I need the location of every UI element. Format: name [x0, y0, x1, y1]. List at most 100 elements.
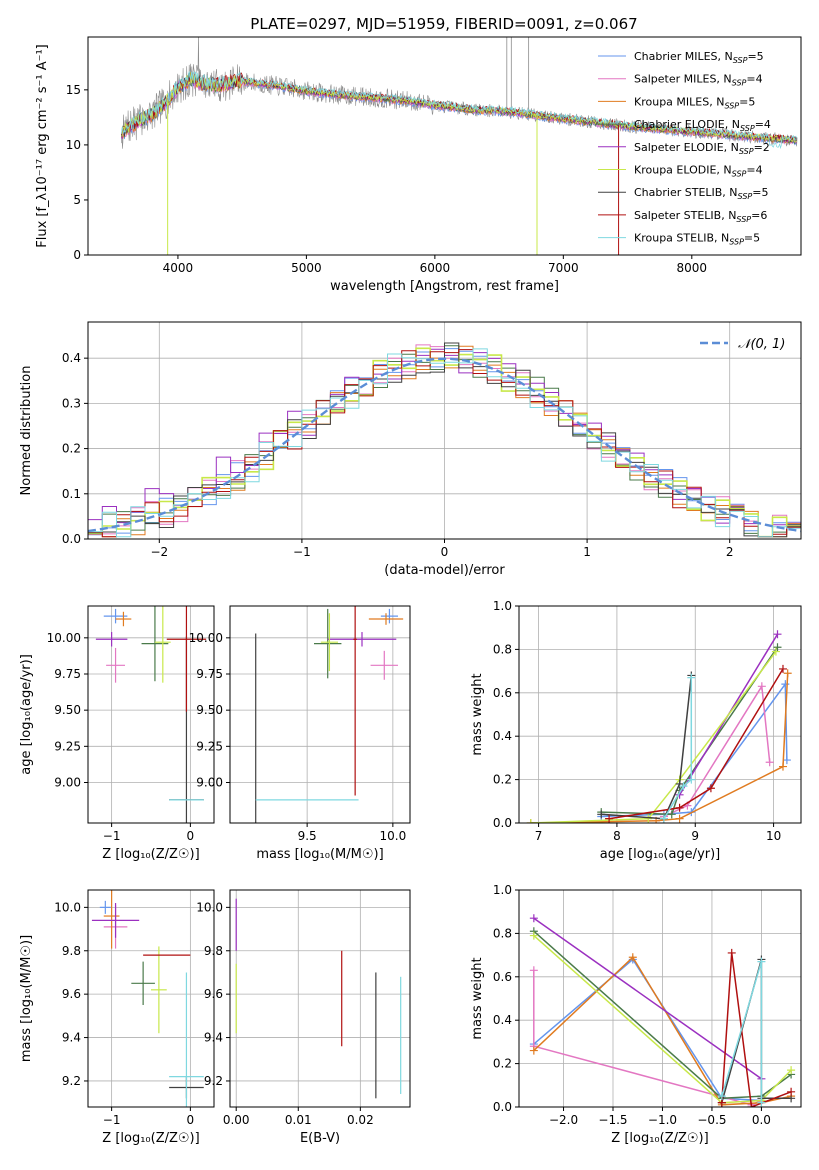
y-tick-label: 10.0: [196, 900, 223, 914]
mass-weight-marker: [679, 782, 688, 791]
legend-entry-label: Kroupa MILES, N: [634, 95, 724, 108]
y-tick-label: 9.6: [62, 987, 81, 1001]
legend-entry: Salpeter ELODIE, NSSP=2: [634, 141, 770, 156]
legend-entry-sub: SSP: [738, 192, 753, 201]
y-tick-label: 9.4: [62, 1031, 81, 1045]
mass-weight-marker: [773, 630, 782, 639]
legend-entry-label: Kroupa STELIB, N: [634, 232, 729, 245]
y-tick-label: 9.25: [196, 739, 223, 753]
mass-weight-line-0: [601, 681, 788, 818]
errorbar-point: [327, 632, 397, 647]
axes-frame: [87, 889, 215, 1108]
y-tick-label: 9.4: [204, 1031, 223, 1045]
mass-weight-marker: [778, 762, 787, 771]
y-tick-label: 9.6: [204, 987, 223, 1001]
x-tick-label: −2.0: [549, 1113, 578, 1127]
errorbar-point: [166, 606, 207, 712]
y-tick-label: 9.2: [62, 1074, 81, 1088]
mass-weight-marker: [778, 664, 787, 673]
mass-weight-marker: [644, 814, 653, 823]
y-tick-label: 0.0: [493, 1100, 512, 1114]
errorbar-point: [320, 613, 338, 672]
x-tick-label: −1: [103, 1113, 121, 1127]
plot-area: [95, 606, 207, 823]
y-tick-label: 9.2: [204, 1074, 223, 1088]
y-tick-label: 0.8: [493, 642, 512, 656]
mass-weight-marker: [675, 814, 684, 823]
y-tick-label: 0.0: [62, 532, 81, 546]
legend-entry-nssp: =5: [744, 232, 760, 245]
legend-entry-sub: SSP: [724, 101, 739, 110]
mass-weight-marker: [667, 810, 676, 819]
x-tick-label: 2: [726, 545, 734, 559]
legend-entry-label: Salpeter ELODIE, N: [634, 141, 739, 154]
x-tick-label: −1: [103, 829, 121, 843]
mass-weight-marker: [781, 680, 790, 689]
panel-massweight-vs-Z: −2.0 −1.5 −1.0 −0.5 0.0 0.0 0.2 0.4 0.6 0.8 1.0 Z […: [470, 883, 802, 1146]
legend-entry-nssp: =5: [739, 95, 755, 108]
y-axis-label: Normed distribution: [19, 366, 34, 496]
mass-weight-marker: [529, 914, 538, 923]
x-axis-label: mass [log₁₀(M/M☉)]: [256, 847, 383, 862]
legend-entry: Chabrier ELODIE, NSSP=4: [634, 118, 771, 133]
legend-entry-nssp: =5: [747, 50, 763, 63]
y-tick-label: 0.0: [493, 816, 512, 830]
legend-entry-sub: SSP: [733, 56, 748, 65]
errorbar-point: [131, 961, 155, 1006]
axes-frame: [518, 889, 802, 1108]
y-tick-label: 10.00: [189, 631, 223, 645]
errorbar-point: [95, 632, 128, 647]
legend-entry: Chabrier MILES, NSSP=5: [634, 50, 764, 65]
residual-histogram-7: [88, 349, 801, 538]
y-tick-label: 0.4: [493, 1013, 512, 1027]
plot-area: [88, 342, 801, 538]
y-tick-label: 9.50: [54, 703, 81, 717]
plot-area: [526, 630, 792, 823]
mass-weight-marker: [773, 643, 782, 652]
x-tick-label: −1.0: [648, 1113, 677, 1127]
x-tick-label: 10: [766, 829, 781, 843]
model-spectrum-5: [121, 72, 797, 143]
x-tick-label: 0: [187, 1113, 195, 1127]
panel-age-vs-Z: −1 0 9.00 9.25 9.50 9.75 10.00 Z [log₁₀(Z/Z☉)] a…: [19, 605, 215, 862]
mass-weight-marker: [687, 673, 696, 682]
mass-weight-marker: [659, 814, 668, 823]
errorbar-point: [353, 606, 357, 796]
y-tick-label: 10.0: [54, 900, 81, 914]
mass-weight-marker: [727, 948, 736, 957]
mass-weight-marker: [717, 1092, 726, 1101]
y-tick-label: 9.75: [196, 667, 223, 681]
errorbar-point: [151, 946, 167, 1034]
errorbar-point: [380, 608, 398, 624]
y-tick-label: 1.0: [493, 599, 512, 613]
y-tick-label: 0.3: [62, 396, 81, 410]
model-spectrum-8: [121, 70, 797, 150]
mass-weight-line-7: [608, 668, 784, 820]
y-tick-label: 9.8: [204, 944, 223, 958]
x-tick-label: 8000: [677, 261, 708, 275]
x-axis-label: wavelength [Angstrom, rest frame]: [330, 279, 559, 294]
x-tick-label: 9.5: [298, 829, 317, 843]
panel-mass-vs-Z: −1 0 9.2 9.4 9.6 9.8 10.0 Z [log₁₀(Z/Z☉)] mass […: [19, 889, 215, 1146]
x-axis-label: Z [log₁₀(Z/Z☉)]: [102, 847, 199, 862]
legend-entry-nssp: =2: [754, 141, 770, 154]
y-tick-label: 9.75: [54, 667, 81, 681]
legend-entry-sub: SSP: [740, 124, 755, 133]
mass-weight-marker: [782, 756, 791, 765]
legend-entry-label: Salpeter STELIB, N: [634, 209, 736, 222]
mass-weight-marker: [747, 1103, 756, 1107]
x-tick-label: 6000: [420, 261, 451, 275]
axes-frame: [87, 36, 802, 256]
mass-weight-line-2: [530, 673, 789, 823]
mass-weight-line-6: [601, 675, 693, 820]
x-tick-label: 0.00: [223, 1113, 250, 1127]
axes-frame: [229, 605, 411, 824]
residual-histogram-8: [88, 348, 801, 538]
legend-entry: Kroupa ELODIE, NSSP=4: [634, 164, 763, 179]
y-axis-label: age [log₁₀(age/yr)]: [19, 654, 34, 775]
mass-weight-marker: [757, 1098, 766, 1107]
x-tick-label: 0.02: [347, 1113, 374, 1127]
mass-weight-line-5: [533, 935, 792, 1104]
